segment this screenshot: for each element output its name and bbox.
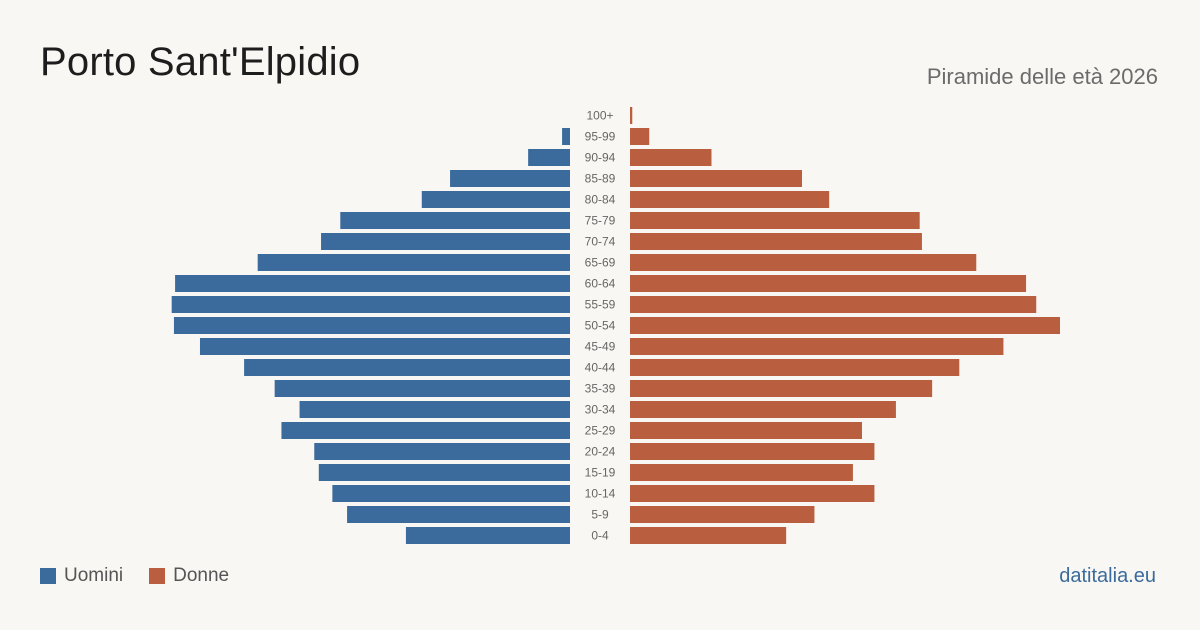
bar-men-10-14 — [332, 485, 570, 502]
age-label-5-9: 5-9 — [591, 508, 609, 522]
age-label-30-34: 30-34 — [585, 403, 616, 417]
bar-women-15-19 — [630, 464, 853, 481]
bar-men-25-29 — [281, 422, 570, 439]
bar-women-55-59 — [630, 296, 1037, 313]
age-label-25-29: 25-29 — [585, 424, 616, 438]
bar-men-55-59 — [171, 296, 570, 313]
legend: Uomini Donne — [40, 565, 229, 587]
bar-men-95-99 — [562, 128, 570, 145]
bar-men-20-24 — [314, 443, 570, 460]
bar-men-75-79 — [340, 212, 570, 229]
bar-men-90-94 — [528, 149, 570, 166]
bar-women-5-9 — [630, 506, 815, 523]
age-label-80-84: 80-84 — [585, 193, 616, 207]
age-label-90-94: 90-94 — [585, 151, 616, 165]
legend-item-women: Donne — [149, 565, 229, 587]
bar-men-5-9 — [347, 506, 570, 523]
legend-swatch-women — [149, 568, 166, 584]
bar-women-65-69 — [630, 254, 977, 271]
bar-women-70-74 — [630, 233, 922, 250]
age-label-50-54: 50-54 — [585, 319, 616, 333]
bar-men-50-54 — [173, 317, 570, 334]
bar-women-90-94 — [630, 149, 712, 166]
bar-men-0-4 — [405, 527, 570, 544]
bar-women-0-4 — [630, 527, 787, 544]
age-label-15-19: 15-19 — [585, 466, 616, 480]
bar-men-15-19 — [318, 464, 570, 481]
bar-men-35-39 — [274, 380, 570, 397]
bar-men-80-84 — [421, 191, 570, 208]
legend-item-men: Uomini — [40, 565, 123, 587]
bar-women-95-99 — [630, 128, 650, 145]
bar-men-85-89 — [450, 170, 570, 187]
age-label-85-89: 85-89 — [585, 172, 616, 186]
bar-men-40-44 — [244, 359, 570, 376]
age-label-20-24: 20-24 — [585, 445, 616, 459]
bar-women-80-84 — [630, 191, 830, 208]
age-label-60-64: 60-64 — [585, 277, 616, 291]
bar-women-35-39 — [630, 380, 933, 397]
chart-subtitle: Piramide delle età 2026 — [926, 64, 1158, 89]
bar-women-30-34 — [630, 401, 896, 418]
bar-women-60-64 — [630, 275, 1027, 292]
age-label-45-49: 45-49 — [585, 340, 616, 354]
bar-women-45-49 — [630, 338, 1004, 355]
bar-women-25-29 — [630, 422, 862, 439]
legend-label-women: Donne — [173, 565, 230, 586]
bar-men-65-69 — [257, 254, 570, 271]
bar-men-30-34 — [299, 401, 570, 418]
age-label-70-74: 70-74 — [585, 235, 616, 249]
age-label-75-79: 75-79 — [585, 214, 616, 228]
bar-men-45-49 — [199, 338, 570, 355]
age-label-55-59: 55-59 — [585, 298, 616, 312]
bar-women-40-44 — [630, 359, 960, 376]
bar-women-20-24 — [630, 443, 875, 460]
age-label-100+: 100+ — [586, 109, 613, 123]
bar-men-70-74 — [321, 233, 570, 250]
age-label-35-39: 35-39 — [585, 382, 616, 396]
bar-men-60-64 — [175, 275, 570, 292]
bar-women-100+ — [630, 107, 633, 124]
age-label-10-14: 10-14 — [585, 487, 616, 501]
legend-swatch-men — [40, 568, 56, 584]
bar-women-10-14 — [630, 485, 875, 502]
age-label-40-44: 40-44 — [585, 361, 616, 375]
bar-women-50-54 — [630, 317, 1060, 334]
legend-label-men: Uomini — [64, 565, 124, 586]
age-label-0-4: 0-4 — [591, 529, 609, 543]
bar-women-75-79 — [630, 212, 920, 229]
bar-women-85-89 — [630, 170, 802, 187]
source-link[interactable]: datitalia.eu — [1059, 565, 1156, 587]
age-label-65-69: 65-69 — [585, 256, 616, 270]
age-label-95-99: 95-99 — [585, 130, 616, 144]
chart-title: Porto Sant'Elpidio — [40, 40, 361, 84]
